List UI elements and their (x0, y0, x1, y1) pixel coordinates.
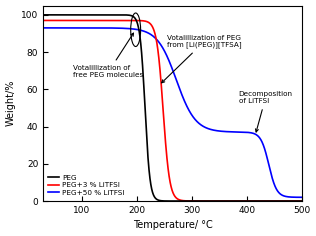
Text: Votalillization of
free PEG molecules: Votalillization of free PEG molecules (74, 33, 144, 78)
Text: Votalillization of PEG
from [Li(PEG)][TFSA]: Votalillization of PEG from [Li(PEG)][TF… (162, 35, 242, 83)
Y-axis label: Weight/%: Weight/% (6, 80, 15, 126)
Text: Decomposition
of LiTFSI: Decomposition of LiTFSI (239, 91, 293, 132)
Legend: PEG, PEG+3 % LiTFSI, PEG+50 % LiTFSI: PEG, PEG+3 % LiTFSI, PEG+50 % LiTFSI (47, 173, 126, 198)
X-axis label: Temperature/ °C: Temperature/ °C (133, 220, 212, 230)
